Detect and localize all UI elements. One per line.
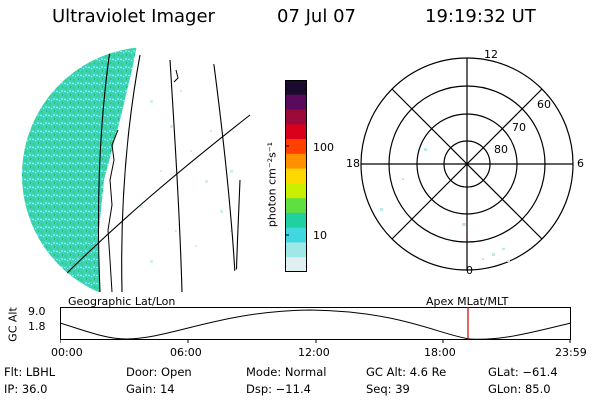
colorbar-segment (285, 257, 307, 272)
colorbar-segment (285, 212, 307, 229)
coastline (107, 69, 179, 292)
colorbar-segment (285, 139, 307, 155)
mlat-label-80: 80 (494, 143, 508, 156)
geographic-panel-label: Geographic Lat/Lon (68, 295, 176, 308)
colorbar-unit-label: photon cm⁻²s⁻¹ (265, 141, 279, 228)
lat-lon-grid (59, 49, 251, 292)
orbit-altitude-plot (60, 307, 572, 343)
image-time: 19:19:32 UT (425, 6, 536, 27)
colorbar-segment (285, 153, 307, 170)
colorbar-segment (285, 168, 307, 184)
geographic-image (22, 47, 260, 292)
info-ip: IP: 36.0 (4, 382, 48, 396)
info-glat: GLat: −61.4 (488, 365, 558, 379)
colorbar-segment (285, 94, 307, 111)
mlt-label-12: 12 (484, 48, 498, 61)
info-mode: Mode: Normal (246, 365, 327, 379)
info-seq: Seq: 39 (366, 382, 410, 396)
info-dsp: Dsp: −11.4 (246, 382, 311, 396)
info-gain: Gain: 14 (126, 382, 175, 396)
mlt-label-18: 18 (346, 157, 360, 170)
image-date: 07 Jul 07 (277, 6, 356, 27)
colorbar-segment (285, 109, 307, 125)
orbit-xtick-0000: 00:00 (51, 346, 83, 359)
info-glon: GLon: 85.0 (488, 382, 551, 396)
colorbar-segment (285, 80, 307, 96)
mlat-label-70: 70 (512, 121, 526, 134)
info-gc-alt: GC Alt: 4.6 Re (366, 365, 447, 379)
orbit-ytick-9: 9.0 (28, 305, 46, 318)
colorbar-segment (285, 242, 307, 258)
colorbar-segment (285, 227, 307, 243)
polar-mlat-mlt-plot (360, 57, 574, 271)
orbit-xtick-1800: 18:00 (424, 346, 456, 359)
orbit-xtick-2359: 23:59 (555, 346, 587, 359)
orbit-ylabel: GC Alt (6, 307, 20, 342)
colorbar-tick-100: 100 (313, 141, 334, 154)
color-scale-bar (285, 80, 307, 272)
mlt-label-0: 0 (466, 264, 473, 277)
info-filter: Flt: LBHL (4, 365, 56, 379)
faint-emission-dots (140, 90, 233, 263)
orbit-xtick-1200: 12:00 (298, 346, 330, 359)
colorbar-tick-10: 10 (313, 229, 327, 242)
colorbar-segment (285, 183, 307, 199)
imager-title: Ultraviolet Imager (52, 6, 215, 27)
mlt-label-6: 6 (577, 157, 584, 170)
colorbar-segment (285, 198, 307, 214)
info-door: Door: Open (126, 365, 192, 379)
mlat-label-60: 60 (537, 98, 551, 111)
dayglow-region (22, 47, 140, 292)
orbit-ytick-1-8: 1.8 (28, 320, 46, 333)
colorbar-segment (285, 124, 307, 140)
apex-panel-label: Apex MLat/MLT (426, 295, 509, 308)
orbit-xtick-0600: 06:00 (170, 346, 202, 359)
